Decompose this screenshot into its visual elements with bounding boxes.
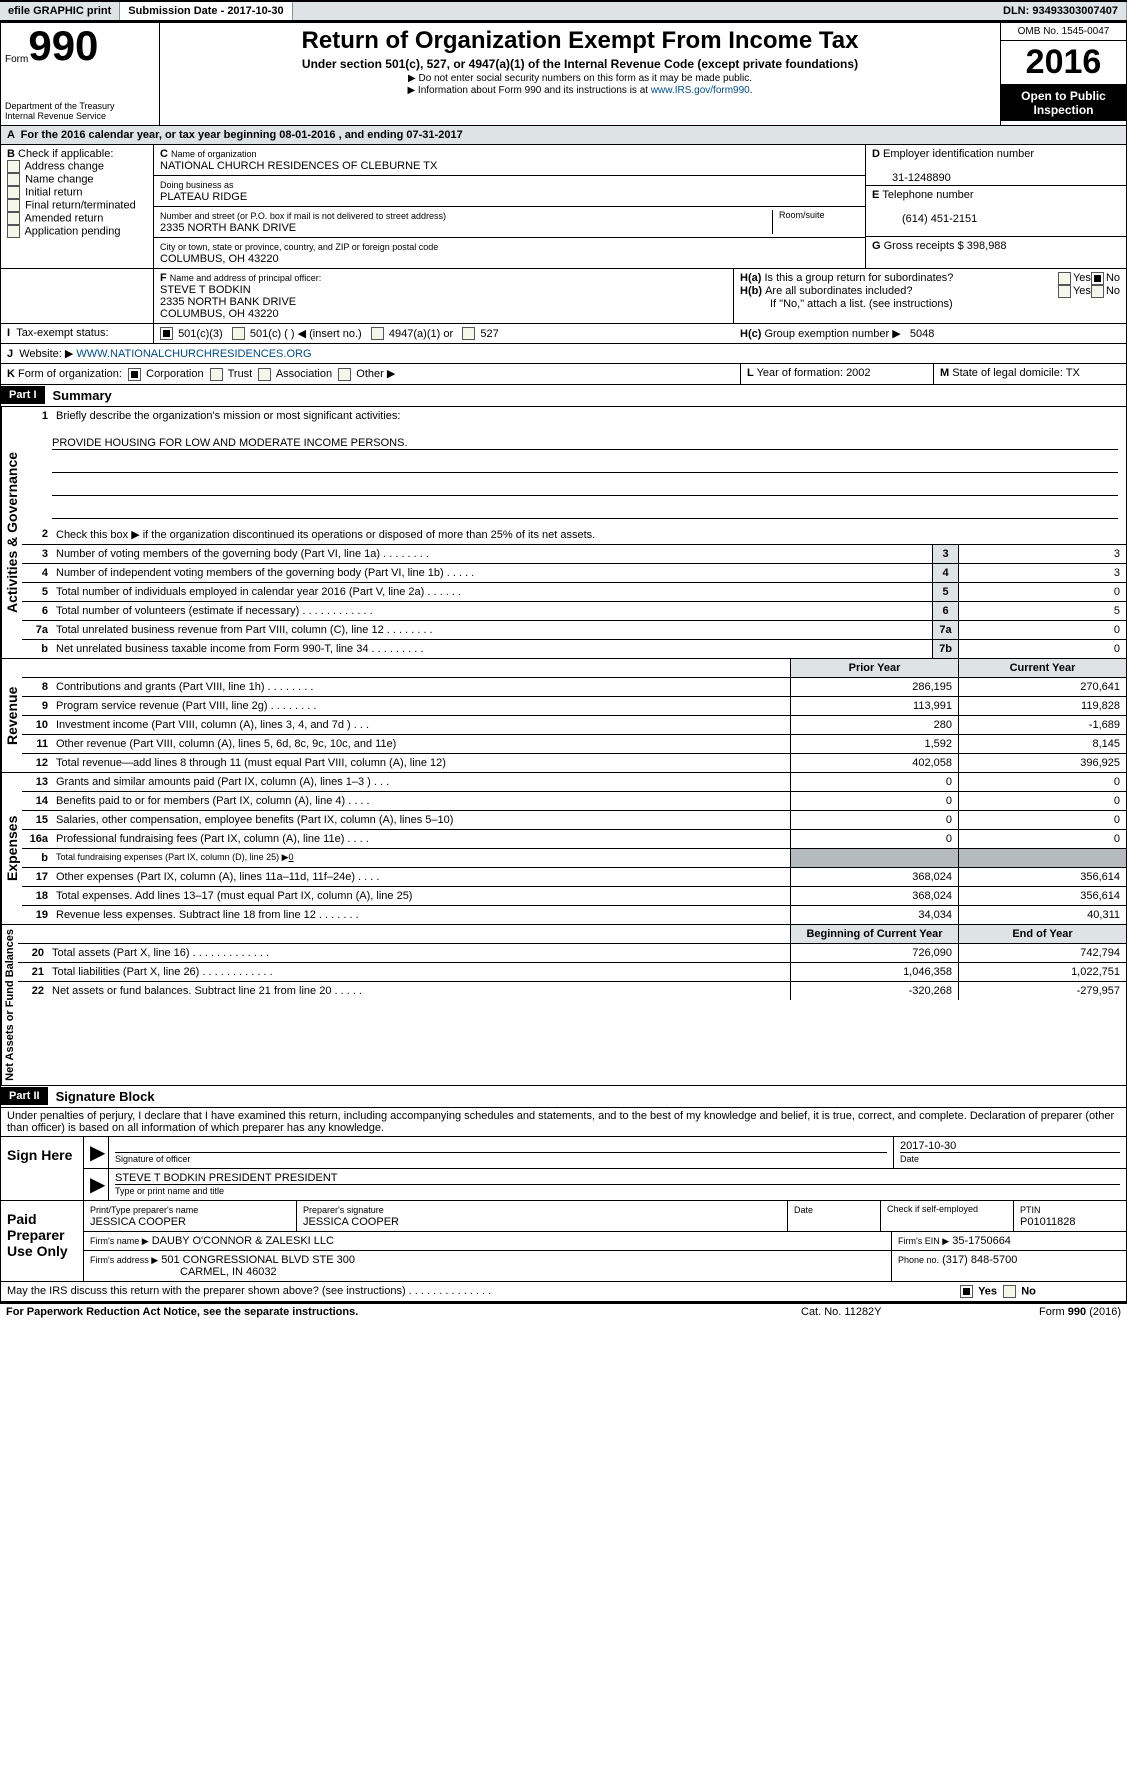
perjury-text: Under penalties of perjury, I declare th… bbox=[0, 1108, 1127, 1137]
col-prior: Prior Year bbox=[790, 659, 958, 677]
v7a: 0 bbox=[958, 621, 1126, 639]
label-expenses: Expenses bbox=[1, 773, 22, 924]
footer: For Paperwork Reduction Act Notice, see … bbox=[0, 1302, 1127, 1320]
irs: Internal Revenue Service bbox=[5, 111, 155, 121]
open-inspection: Open to PublicInspection bbox=[1001, 85, 1126, 121]
ck-name[interactable] bbox=[7, 173, 20, 186]
section-j: J Website: ▶ WWW.NATIONALCHURCHRESIDENCE… bbox=[0, 344, 1127, 364]
ck-501c[interactable] bbox=[232, 327, 245, 340]
label-activities: Activities & Governance bbox=[1, 407, 22, 658]
note-info: ▶ Information about Form 990 and its ins… bbox=[168, 85, 992, 96]
ck-501c3[interactable] bbox=[160, 327, 173, 340]
ck-pending[interactable] bbox=[7, 225, 20, 238]
v6: 5 bbox=[958, 602, 1126, 620]
ck-assoc[interactable] bbox=[258, 368, 271, 381]
col-boc: Beginning of Current Year bbox=[790, 925, 958, 943]
form-title: Return of Organization Exempt From Incom… bbox=[168, 27, 992, 55]
form-number: 990 bbox=[28, 27, 98, 65]
dln: DLN: 93493303007407 bbox=[995, 2, 1127, 20]
form-label: Form 990 (2016) bbox=[1001, 1306, 1121, 1318]
submission-date: Submission Date - 2017-10-30 bbox=[120, 2, 292, 20]
section-a: A For the 2016 calendar year, or tax yea… bbox=[0, 126, 1127, 145]
omb: OMB No. 1545-0047 bbox=[1001, 23, 1126, 41]
website-link[interactable]: WWW.NATIONALCHURCHRESIDENCES.ORG bbox=[76, 348, 311, 360]
sign-here: Sign Here ▶Signature of officer2017-10-3… bbox=[0, 1137, 1127, 1201]
form-word: Form bbox=[5, 54, 28, 65]
section-bcdefg: B Check if applicable: Address change Na… bbox=[0, 145, 1127, 269]
section-b: B Check if applicable: Address change Na… bbox=[1, 145, 154, 268]
discuss-row: May the IRS discuss this return with the… bbox=[0, 1282, 1127, 1302]
v3: 3 bbox=[958, 545, 1126, 563]
ck-initial[interactable] bbox=[7, 186, 20, 199]
discuss-no[interactable] bbox=[1003, 1285, 1016, 1298]
expenses: Expenses 13Grants and similar amounts pa… bbox=[0, 773, 1127, 925]
ha-yes[interactable] bbox=[1058, 272, 1071, 285]
section-c: C Name of organizationNATIONAL CHURCH RE… bbox=[154, 145, 866, 268]
v7b: 0 bbox=[958, 640, 1126, 658]
col-current: Current Year bbox=[958, 659, 1126, 677]
ck-corp[interactable] bbox=[128, 368, 141, 381]
ck-address[interactable] bbox=[7, 160, 20, 173]
section-i: I Tax-exempt status: 501(c)(3) 501(c) ( … bbox=[0, 324, 1127, 345]
officer-name: STEVE T BODKIN PRESIDENT PRESIDENT bbox=[115, 1172, 1120, 1185]
tax-year: 2016 bbox=[1001, 41, 1126, 85]
label-netassets: Net Assets or Fund Balances bbox=[1, 925, 18, 1085]
net-assets: Net Assets or Fund Balances Beginning of… bbox=[0, 925, 1127, 1086]
revenue: Revenue Prior YearCurrent Year 8Contribu… bbox=[0, 659, 1127, 773]
discuss-yes[interactable] bbox=[960, 1285, 973, 1298]
ck-final[interactable] bbox=[7, 199, 20, 212]
ha-no[interactable] bbox=[1091, 272, 1104, 285]
ck-527[interactable] bbox=[462, 327, 475, 340]
ck-trust[interactable] bbox=[210, 368, 223, 381]
activities-governance: Activities & Governance 1Briefly describ… bbox=[0, 407, 1127, 659]
dept: Department of the Treasury bbox=[5, 101, 155, 111]
form-header: Form990 Department of the Treasury Inter… bbox=[0, 22, 1127, 126]
hb-no[interactable] bbox=[1091, 285, 1104, 298]
mission: PROVIDE HOUSING FOR LOW AND MODERATE INC… bbox=[52, 437, 1118, 450]
efile-btn[interactable]: efile GRAPHIC print bbox=[0, 2, 120, 20]
note-ssn: ▶ Do not enter social security numbers o… bbox=[168, 73, 992, 84]
ck-4947[interactable] bbox=[371, 327, 384, 340]
ck-other[interactable] bbox=[338, 368, 351, 381]
part2-header: Part IISignature Block bbox=[0, 1086, 1127, 1108]
section-deg: D Employer identification number31-12488… bbox=[866, 145, 1126, 268]
label-revenue: Revenue bbox=[1, 659, 22, 772]
v5: 0 bbox=[958, 583, 1126, 601]
col-eoy: End of Year bbox=[958, 925, 1126, 943]
v4: 3 bbox=[958, 564, 1126, 582]
part1-header: Part ISummary bbox=[0, 385, 1127, 407]
ck-amended[interactable] bbox=[7, 212, 20, 225]
hb-yes[interactable] bbox=[1058, 285, 1071, 298]
section-klm: K Form of organization: Corporation Trus… bbox=[0, 364, 1127, 385]
irs-link[interactable]: www.IRS.gov/form990 bbox=[651, 85, 750, 96]
top-bar: efile GRAPHIC print Submission Date - 20… bbox=[0, 0, 1127, 22]
form-subtitle: Under section 501(c), 527, or 4947(a)(1)… bbox=[228, 57, 932, 71]
section-fh: F Name and address of principal officer:… bbox=[0, 269, 1127, 324]
paid-preparer: Paid Preparer Use Only Print/Type prepar… bbox=[0, 1201, 1127, 1282]
